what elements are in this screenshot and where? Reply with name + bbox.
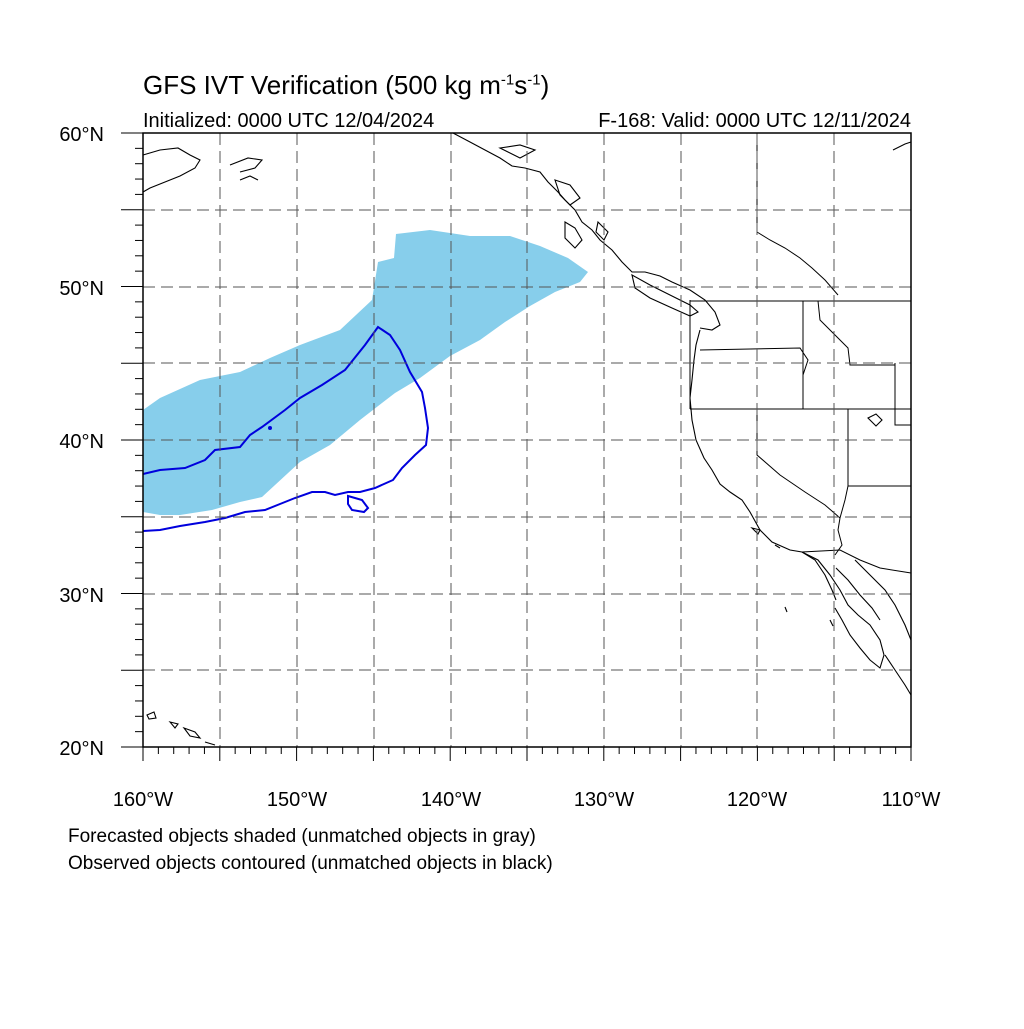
lon-label-160w: 160°W [113,789,173,811]
title-exponent-1: -1 [500,71,515,89]
lon-label-150w: 150°W [267,789,327,811]
lat-label-60: 60°N [59,124,104,146]
title-exponent-2: -1 [527,71,541,89]
title-close: ) [540,70,550,100]
lon-label-120w: 120°W [727,789,787,811]
title-unit-s: s [514,70,528,100]
lon-label-130w: 130°W [574,789,634,811]
forecast-object [143,230,588,515]
lon-label-110w: 110°W [882,789,941,811]
observed-object-north [142,325,430,532]
axis-ticks [121,132,912,761]
coastlines [142,132,912,746]
longitude-labels: 160°W 150°W 140°W 130°W 120°W 110°W [113,789,941,811]
forecast-note: Forecasted objects shaded (unmatched obj… [68,826,536,847]
observed-object-dot [268,426,272,430]
initialized-time: Initialized: 0000 UTC 12/04/2024 [143,110,435,132]
lat-label-30: 30°N [59,585,104,607]
lat-label-50: 50°N [59,278,104,300]
latitude-labels: 60°N 50°N 40°N 30°N 20°N [59,124,104,760]
map-title: GFS IVT Verification (500 kg m-1s-1) [143,70,549,101]
observed-note: Observed objects contoured (unmatched ob… [68,853,553,874]
lat-label-40: 40°N [59,431,104,453]
lat-label-20: 20°N [59,738,104,760]
title-text: GFS IVT Verification (500 kg m [143,70,501,100]
lon-label-140w: 140°W [421,789,481,811]
lat-lon-grid [143,133,911,747]
observed-object-loop [347,494,370,514]
valid-time: F-168: Valid: 0000 UTC 12/11/2024 [598,110,911,132]
